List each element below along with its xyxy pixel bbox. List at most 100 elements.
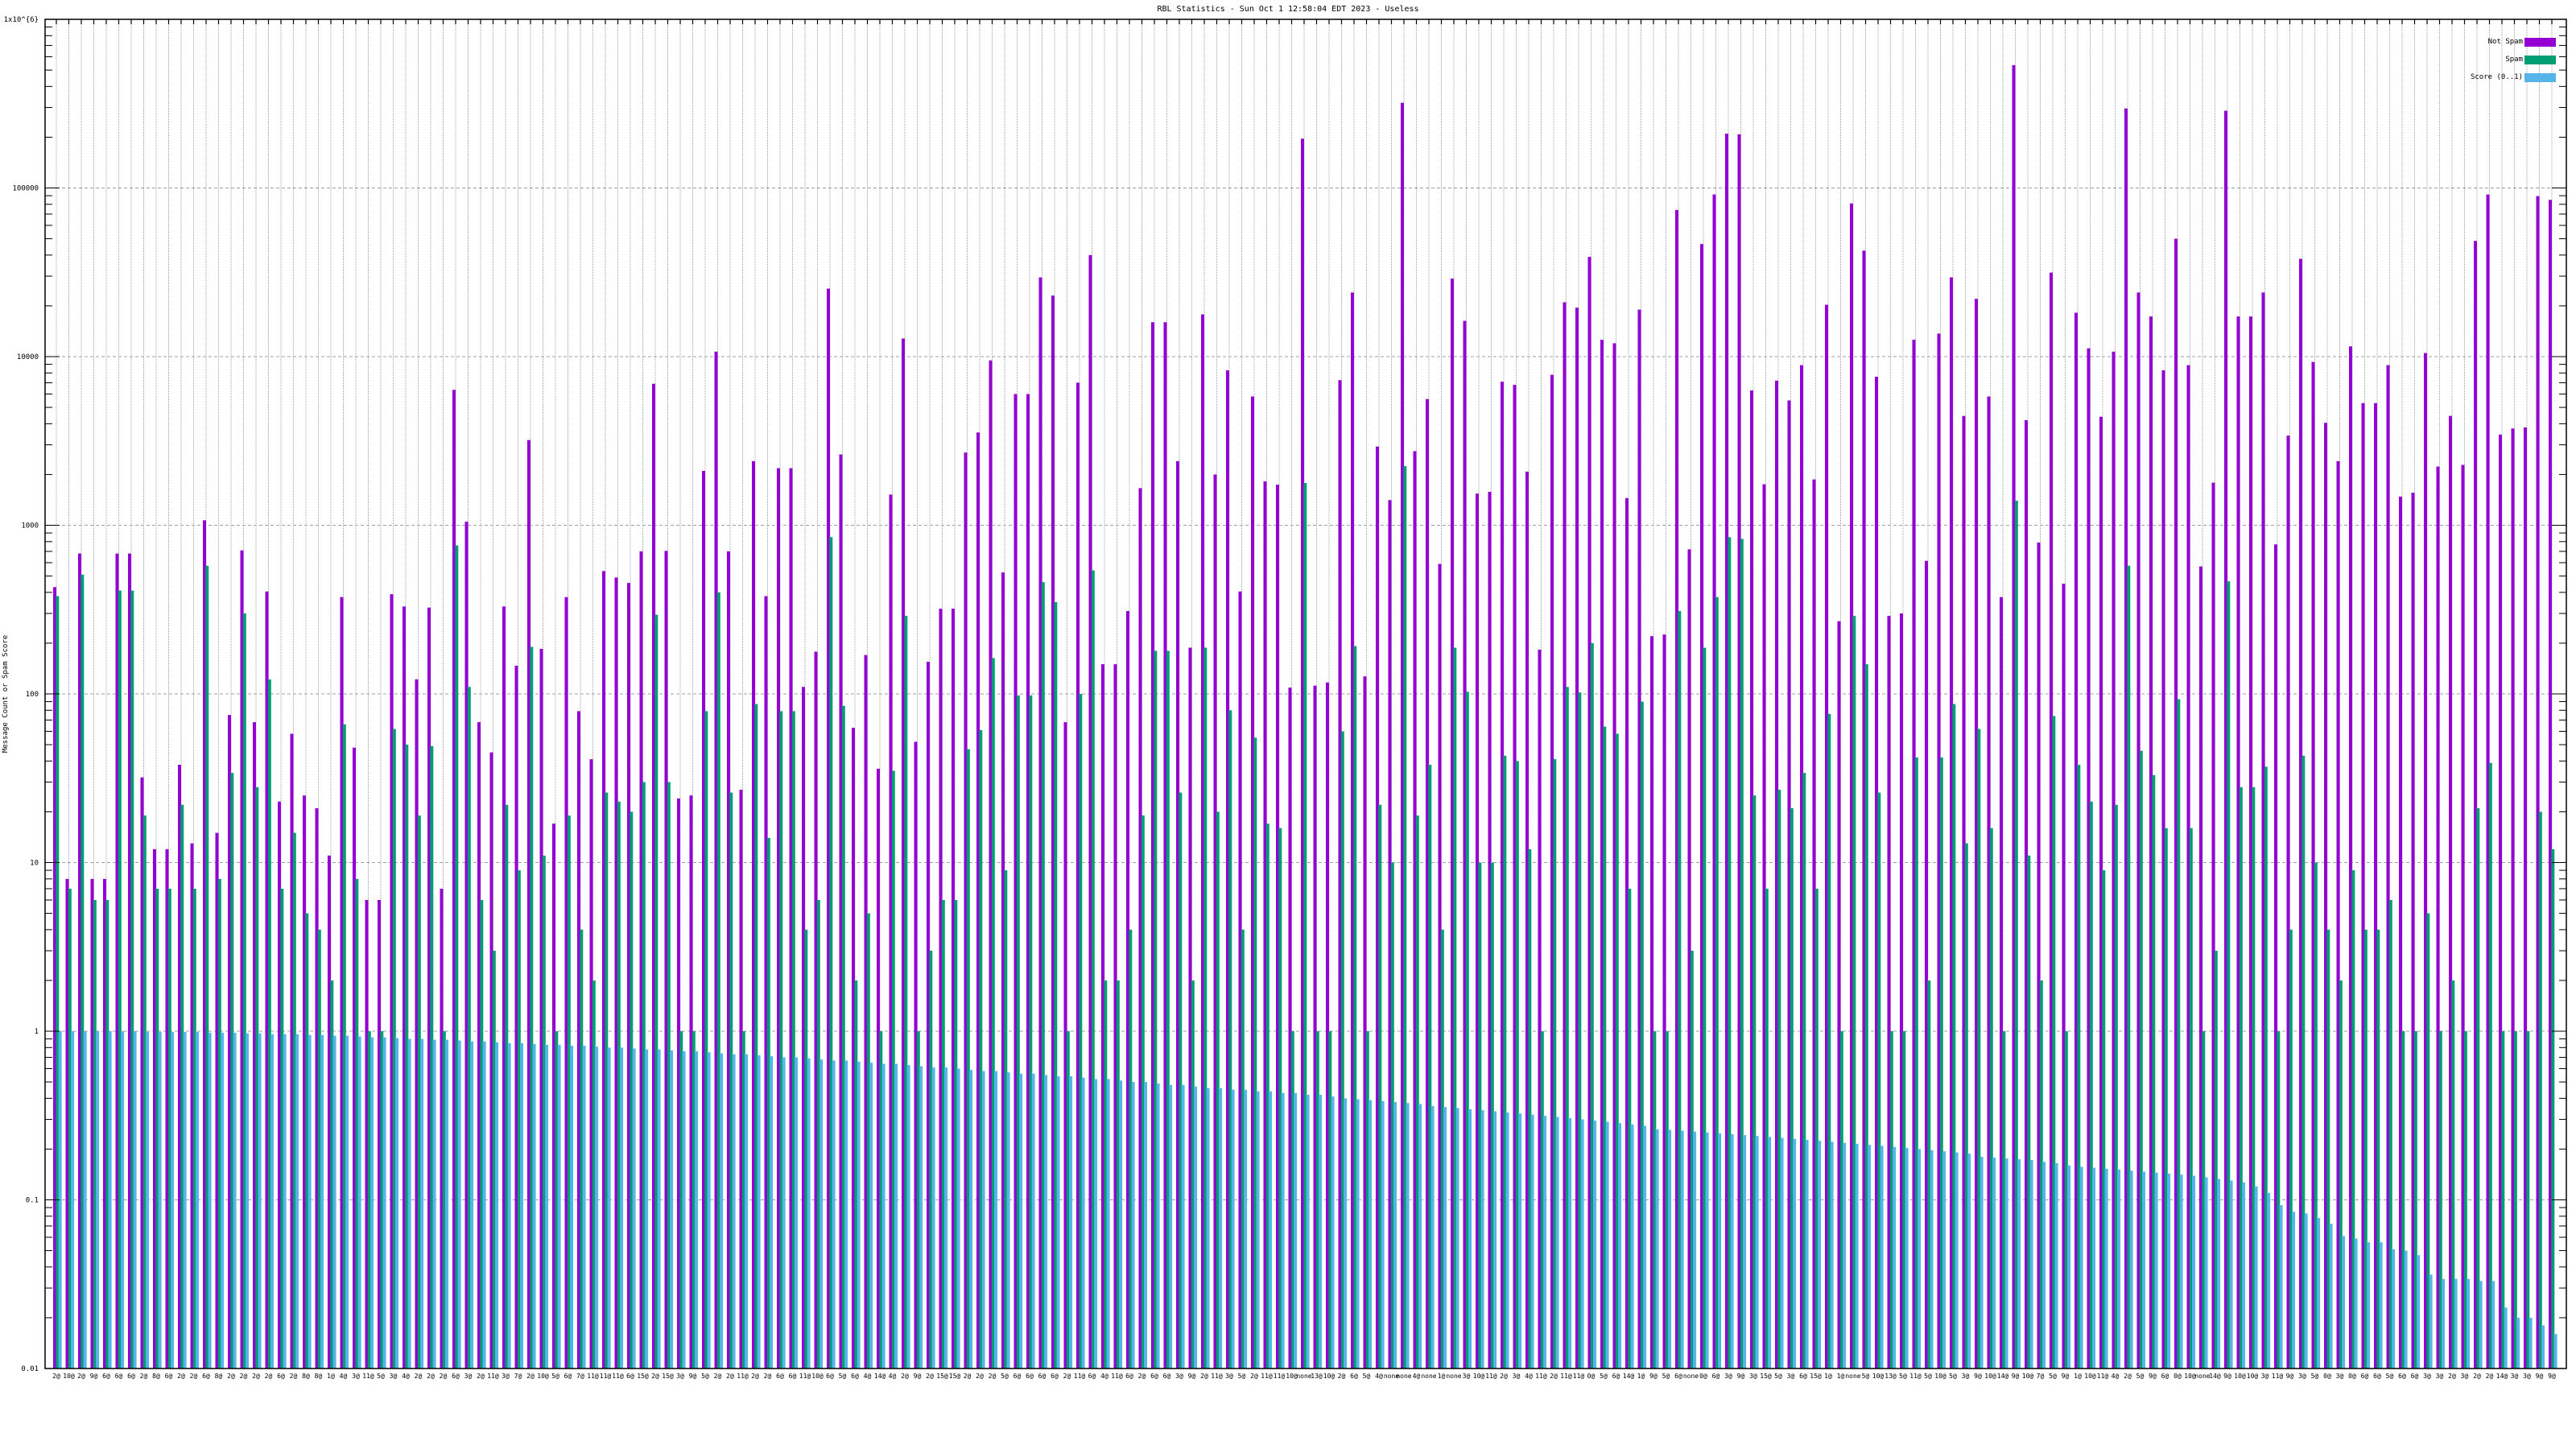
bar-score	[807, 1058, 811, 1368]
bar-spam	[1640, 701, 1644, 1368]
bar-not-spam	[165, 848, 169, 1368]
bar-score	[1593, 1121, 1597, 1368]
bar-spam	[367, 1031, 371, 1368]
bar-spam	[2277, 1031, 2281, 1368]
bar-not-spam	[2149, 316, 2153, 1368]
x-tick-label: 3@	[676, 1373, 684, 1380]
bar-score	[720, 1053, 724, 1368]
bar-spam	[766, 837, 770, 1368]
x-tick-label: 11@	[587, 1373, 599, 1380]
bar-not-spam	[1163, 322, 1167, 1369]
bar-not-spam	[265, 591, 269, 1368]
bar-not-spam	[1925, 560, 1928, 1368]
bar-not-spam	[2211, 482, 2215, 1368]
bar-not-spam	[1438, 564, 1442, 1368]
x-tick-label: 6@	[115, 1373, 123, 1380]
bar-not-spam	[1463, 320, 1467, 1369]
bar-not-spam	[1575, 308, 1579, 1368]
bar-score	[994, 1071, 998, 1368]
x-tick-label: 3@	[502, 1373, 510, 1380]
bar-score	[869, 1063, 873, 1368]
x-tick-label: 6@	[826, 1373, 834, 1380]
x-tick-label: 2@	[1250, 1373, 1258, 1380]
x-tick-label: 14@	[2496, 1373, 2508, 1380]
bar-not-spam	[864, 654, 868, 1368]
x-tick-label: 6@	[1038, 1373, 1046, 1380]
bar-not-spam	[714, 351, 718, 1368]
bars	[53, 64, 2557, 1369]
x-tick-label: 10@	[1934, 1373, 1946, 1380]
x-tick-label: 1@	[1438, 1373, 1446, 1380]
bar-spam	[192, 888, 196, 1368]
bar-not-spam	[1900, 613, 1903, 1368]
bar-spam	[991, 658, 995, 1368]
x-tick-label: 13@	[1311, 1373, 1323, 1380]
bar-not-spam	[939, 609, 943, 1368]
x-tick-label: 5@	[1862, 1373, 1870, 1380]
bar-spam	[1453, 647, 1457, 1368]
bar-score	[582, 1046, 586, 1368]
x-tick-label: 11@	[1485, 1373, 1497, 1380]
bar-score	[670, 1050, 674, 1368]
bar-spam	[1565, 687, 1569, 1368]
x-tick-label: 5@	[2386, 1373, 2394, 1380]
x-tick-label: 2@	[252, 1373, 260, 1380]
bar-not-spam	[2361, 402, 2365, 1369]
bar-not-spam	[839, 454, 843, 1368]
bar-score	[1069, 1076, 1073, 1368]
x-tick-label: 2@	[2486, 1373, 2494, 1380]
bar-spam	[2077, 765, 2081, 1368]
bar-spam	[1415, 815, 1419, 1368]
bar-score	[2179, 1174, 2183, 1368]
x-tick-label: 3@	[1962, 1373, 1970, 1380]
x-tick-label: 10@	[2084, 1373, 2096, 1380]
bar-score	[208, 1032, 212, 1368]
x-tick-label: 9@	[2286, 1373, 2294, 1380]
bar-not-spam	[564, 597, 568, 1368]
x-tick-label: 9@	[1649, 1373, 1657, 1380]
bar-not-spam	[1587, 257, 1591, 1368]
bar-not-spam	[1251, 396, 1254, 1369]
x-tick-label: 6@	[1150, 1373, 1158, 1380]
bar-not-spam	[1226, 369, 1229, 1368]
bar-score	[2217, 1179, 2221, 1368]
bar-not-spam	[902, 338, 905, 1368]
x-tick-label: 3@	[352, 1373, 360, 1380]
bar-spam	[167, 888, 171, 1368]
x-tick-label: 0@	[1699, 1373, 1707, 1380]
bar-spam	[1353, 646, 1357, 1368]
x-tick-label: 3@	[2423, 1373, 2431, 1380]
bar-spam	[1465, 691, 1469, 1368]
bar-spam	[2451, 980, 2455, 1368]
bar-score	[2129, 1170, 2133, 1368]
bar-not-spam	[914, 741, 918, 1368]
x-tick-label: 0@	[1587, 1373, 1596, 1380]
bar-score	[2467, 1278, 2471, 1368]
bar-not-spam	[2511, 428, 2515, 1368]
bar-not-spam	[502, 606, 506, 1368]
bar-not-spam	[2411, 493, 2415, 1368]
bar-not-spam	[639, 551, 643, 1368]
x-tick-label: 9@	[1974, 1373, 1982, 1380]
bar-score	[2092, 1167, 2096, 1368]
bar-not-spam	[1850, 203, 1853, 1369]
y-tick-label: 100	[26, 691, 39, 699]
bar-spam	[1265, 824, 1269, 1368]
bar-not-spam	[2062, 584, 2066, 1368]
x-tick-label: 10@	[2184, 1373, 2196, 1380]
bar-score	[1655, 1129, 1659, 1368]
bar-spam	[816, 899, 820, 1368]
bar-spam	[2526, 1031, 2530, 1368]
bar-spam	[2376, 929, 2380, 1368]
bar-spam	[804, 929, 808, 1368]
bar-spam	[1528, 848, 1532, 1368]
bar-spam	[1590, 642, 1594, 1368]
bar-score	[2029, 1160, 2033, 1368]
bar-not-spam	[2000, 597, 2003, 1368]
bar-score	[2067, 1165, 2071, 1368]
bar-spam	[1403, 466, 1407, 1368]
bar-spam	[1365, 1031, 1369, 1368]
bar-score	[906, 1065, 910, 1368]
bar-score	[445, 1039, 449, 1368]
bar-score	[2367, 1242, 2371, 1368]
